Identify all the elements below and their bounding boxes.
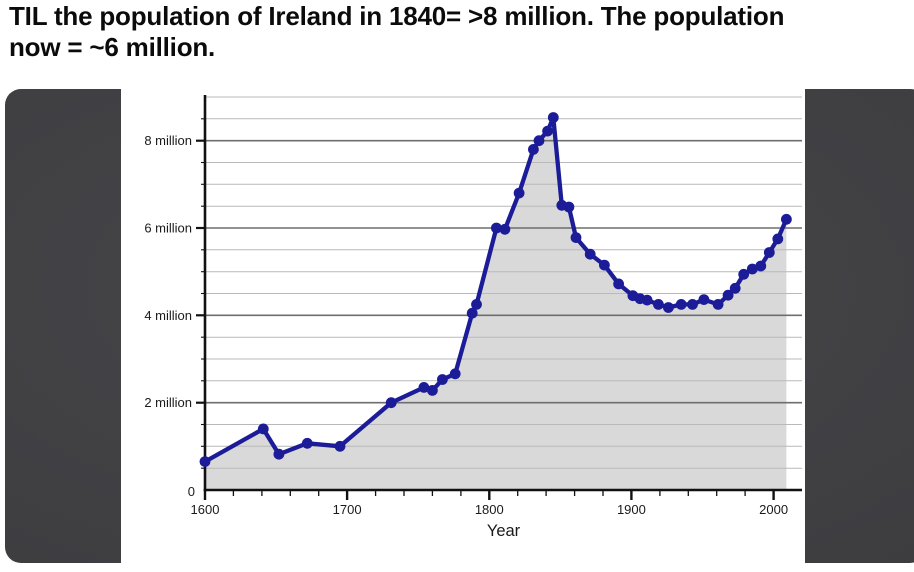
y-origin-label: 0 bbox=[188, 484, 195, 499]
population-chart: 2 million 4 million 6 million 8 million 0 160… bbox=[144, 95, 802, 540]
x-axis-title: Year bbox=[487, 522, 521, 540]
area-fill bbox=[205, 117, 787, 490]
y-tick-label: 4 million bbox=[144, 308, 192, 323]
x-tick-label: 1700 bbox=[333, 502, 362, 517]
y-tick-label: 2 million bbox=[144, 395, 192, 410]
axis-labels: 2 million 4 million 6 million 8 million 0 160… bbox=[144, 133, 788, 540]
post-title-line2: now = ~6 million. bbox=[9, 32, 216, 62]
x-tick-label: 1900 bbox=[617, 502, 646, 517]
post-title-line1: TIL the population of Ireland in 1840= >… bbox=[9, 1, 785, 31]
x-tick-label: 1600 bbox=[191, 502, 220, 517]
y-tick-label: 8 million bbox=[144, 133, 192, 148]
chart-image[interactable]: 2 million 4 million 6 million 8 million 0 160… bbox=[121, 89, 805, 572]
x-tick-label: 2000 bbox=[759, 502, 788, 517]
post-title: TIL the population of Ireland in 1840= >… bbox=[0, 0, 914, 63]
grid-minor bbox=[205, 96, 802, 469]
x-tick-label: 1800 bbox=[475, 502, 504, 517]
y-tick-label: 6 million bbox=[144, 221, 192, 236]
data-points bbox=[199, 112, 792, 467]
